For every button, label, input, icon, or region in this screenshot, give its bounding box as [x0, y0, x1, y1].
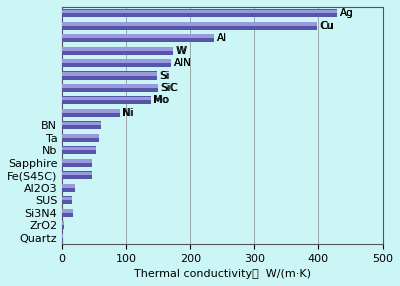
- Bar: [62, 72, 157, 80]
- Text: SiC: SiC: [161, 83, 178, 93]
- Text: Al: Al: [217, 33, 227, 43]
- Bar: [62, 122, 101, 125]
- Text: Ni: Ni: [123, 108, 134, 118]
- Bar: [62, 208, 73, 217]
- Bar: [62, 22, 317, 26]
- Bar: [62, 134, 99, 142]
- Bar: [62, 184, 75, 188]
- Bar: [62, 159, 92, 163]
- Text: SiC: SiC: [162, 83, 178, 93]
- Bar: [62, 59, 171, 67]
- Bar: [62, 146, 96, 154]
- Text: W: W: [176, 45, 186, 55]
- Bar: [62, 159, 92, 167]
- Bar: [62, 84, 158, 92]
- Bar: [62, 96, 151, 104]
- Text: W: W: [176, 45, 186, 55]
- Bar: [62, 221, 64, 229]
- Bar: [62, 47, 173, 51]
- Text: Cu: Cu: [320, 21, 334, 31]
- Bar: [62, 9, 337, 13]
- Bar: [62, 9, 337, 17]
- Text: Si: Si: [160, 71, 170, 80]
- Text: AlN: AlN: [174, 58, 192, 68]
- Text: Mo: Mo: [153, 96, 168, 106]
- Text: Si: Si: [160, 71, 169, 80]
- Bar: [62, 97, 151, 100]
- Text: Ni: Ni: [122, 108, 133, 118]
- Bar: [62, 196, 72, 200]
- Text: AlN: AlN: [174, 58, 192, 68]
- Bar: [62, 209, 73, 212]
- Bar: [62, 221, 64, 225]
- Bar: [62, 34, 214, 38]
- Bar: [62, 172, 92, 175]
- Text: Al: Al: [217, 33, 227, 43]
- Text: Cu: Cu: [320, 21, 334, 31]
- Bar: [62, 21, 317, 30]
- Bar: [62, 171, 92, 179]
- Bar: [62, 109, 120, 117]
- Bar: [62, 134, 99, 138]
- Bar: [62, 234, 63, 238]
- Bar: [62, 59, 171, 63]
- Text: Mo: Mo: [154, 96, 169, 106]
- Bar: [62, 147, 96, 150]
- Bar: [62, 47, 173, 55]
- Bar: [62, 233, 63, 242]
- Bar: [62, 184, 75, 192]
- Bar: [62, 34, 214, 42]
- Text: Ag: Ag: [340, 8, 353, 18]
- Text: Ag: Ag: [340, 8, 354, 18]
- Bar: [62, 84, 158, 88]
- Bar: [62, 121, 101, 129]
- Bar: [62, 72, 157, 76]
- X-axis label: Thermal conductivity／  W/(m·K): Thermal conductivity／ W/(m·K): [134, 269, 311, 279]
- Bar: [62, 196, 72, 204]
- Bar: [62, 109, 120, 113]
